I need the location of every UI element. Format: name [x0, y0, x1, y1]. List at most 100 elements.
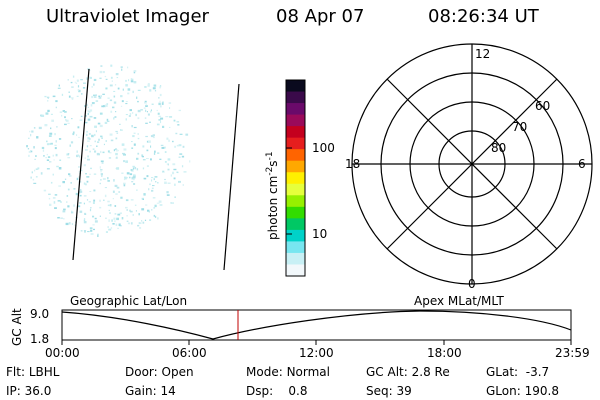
- geographic-image-panel: [26, 64, 240, 271]
- speckle: [48, 197, 51, 200]
- speckle: [153, 178, 155, 181]
- speckle: [139, 222, 142, 224]
- speckle: [35, 176, 38, 178]
- x-tick-label-0000: 00:00: [45, 346, 80, 360]
- gain-value: 14: [160, 384, 176, 398]
- speckle: [52, 173, 54, 176]
- x-tick-label-1200: 12:00: [299, 346, 334, 360]
- glon-info: GLon: 190.8: [486, 384, 559, 398]
- speckle: [28, 137, 30, 139]
- speckle: [60, 217, 63, 219]
- colorbar-segment: [286, 114, 305, 127]
- speckle: [122, 88, 124, 91]
- speckle: [89, 145, 92, 147]
- speckle: [75, 192, 78, 196]
- speckle: [121, 172, 124, 174]
- speckle: [151, 103, 154, 105]
- speckle: [45, 157, 47, 159]
- speckle: [63, 208, 66, 211]
- speckle: [169, 107, 171, 109]
- speckle: [87, 137, 90, 140]
- plot-y-label: GC Alt: [10, 308, 24, 346]
- speckle: [100, 135, 103, 138]
- speckle: [51, 119, 54, 122]
- speckle: [83, 202, 85, 205]
- speckle: [125, 206, 128, 209]
- speckle: [104, 121, 108, 124]
- speckle: [171, 202, 174, 204]
- colorbar: 100 10 photon cm-2s-1: [265, 79, 335, 277]
- speckle: [157, 112, 160, 115]
- speckle: [112, 106, 115, 109]
- speckle: [176, 171, 178, 173]
- speckle: [160, 117, 164, 120]
- speckle: [174, 145, 176, 148]
- speckle: [52, 197, 56, 199]
- speckle: [143, 177, 147, 180]
- gc-alt-info: GC Alt: 2.8 Re: [366, 365, 450, 379]
- speckle: [153, 214, 155, 217]
- speckle: [120, 66, 123, 68]
- speckle: [97, 234, 99, 237]
- speckle: [147, 113, 150, 116]
- speckle: [152, 197, 156, 199]
- speckle: [122, 152, 125, 155]
- speckle: [58, 185, 61, 187]
- speckle: [109, 212, 111, 214]
- speckle: [149, 183, 151, 186]
- speckle: [148, 188, 150, 191]
- ip-info: IP: 36.0: [6, 384, 52, 398]
- speckle: [130, 78, 133, 80]
- mode-value: Normal: [286, 365, 330, 379]
- speckle: [157, 152, 160, 154]
- speckle: [48, 143, 51, 145]
- speckle: [79, 210, 83, 213]
- speckle: [162, 101, 164, 104]
- speckle: [89, 227, 93, 230]
- speckle: [92, 224, 95, 226]
- colorbar-segment: [286, 149, 305, 162]
- speckle: [79, 119, 83, 121]
- speckle: [144, 219, 147, 221]
- speckle: [45, 112, 49, 115]
- speckle: [89, 208, 92, 212]
- speckle: [154, 204, 157, 208]
- speckle: [71, 223, 74, 225]
- speckle: [137, 109, 141, 113]
- speckle: [125, 160, 128, 163]
- speckle: [54, 133, 56, 136]
- speckle: [137, 117, 140, 120]
- speckle: [94, 140, 96, 143]
- speckle: [100, 169, 103, 171]
- speckle: [167, 163, 169, 166]
- speckle: [150, 158, 152, 161]
- speckle: [42, 149, 45, 152]
- speckle: [127, 88, 131, 91]
- speckle: [145, 122, 148, 124]
- speckle: [100, 173, 103, 176]
- speckle: [68, 173, 71, 176]
- speckle: [61, 93, 64, 96]
- speckle: [131, 141, 133, 143]
- ip-value: 36.0: [24, 384, 52, 398]
- mode-info: Mode: Normal: [246, 365, 330, 379]
- speckle: [138, 213, 140, 216]
- plot-y-min: 1.8: [30, 332, 49, 346]
- speckle: [74, 81, 76, 83]
- speckle: [77, 89, 80, 91]
- speckle: [53, 159, 55, 161]
- speckle: [85, 183, 87, 186]
- speckle: [110, 64, 113, 67]
- speckle: [147, 84, 150, 87]
- speckle: [127, 222, 131, 225]
- speckle: [77, 126, 80, 129]
- speckle: [101, 105, 105, 108]
- speckle: [145, 105, 148, 107]
- speckle: [50, 181, 53, 184]
- speckle: [98, 95, 101, 97]
- speckle: [88, 133, 91, 135]
- speckle: [72, 133, 75, 136]
- speckle: [113, 101, 117, 104]
- longitude-line-left: [72, 68, 90, 261]
- speckle: [99, 182, 101, 185]
